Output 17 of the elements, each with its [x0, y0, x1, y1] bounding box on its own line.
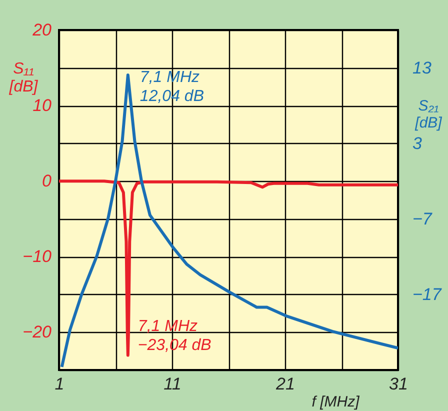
x-tick-label: 21 — [275, 374, 295, 394]
x-axis-title: f [MHz] — [312, 394, 360, 410]
y-tick-label: −10 — [22, 247, 52, 266]
y-tick-label: 20 — [32, 20, 52, 40]
y-tick-label: 10 — [32, 96, 52, 116]
y2-tick-label: −7 — [412, 209, 432, 228]
x-tick-label: 11 — [164, 374, 182, 394]
y2-tick-label: −17 — [412, 284, 442, 304]
y2-axis-title: S₂₁ [dB] — [414, 98, 443, 132]
y-tick-label: 0 — [42, 172, 52, 191]
line-series — [59, 180, 398, 357]
x-tick-label: 1 — [54, 374, 64, 394]
y2-tick-label: 3 — [412, 134, 422, 153]
y2-tick-label: 13 — [412, 58, 432, 78]
y-axis-title: S₁₁ [dB] — [8, 60, 38, 96]
x-tick-label: 31 — [389, 374, 408, 394]
y-tick-label: −20 — [22, 322, 52, 342]
